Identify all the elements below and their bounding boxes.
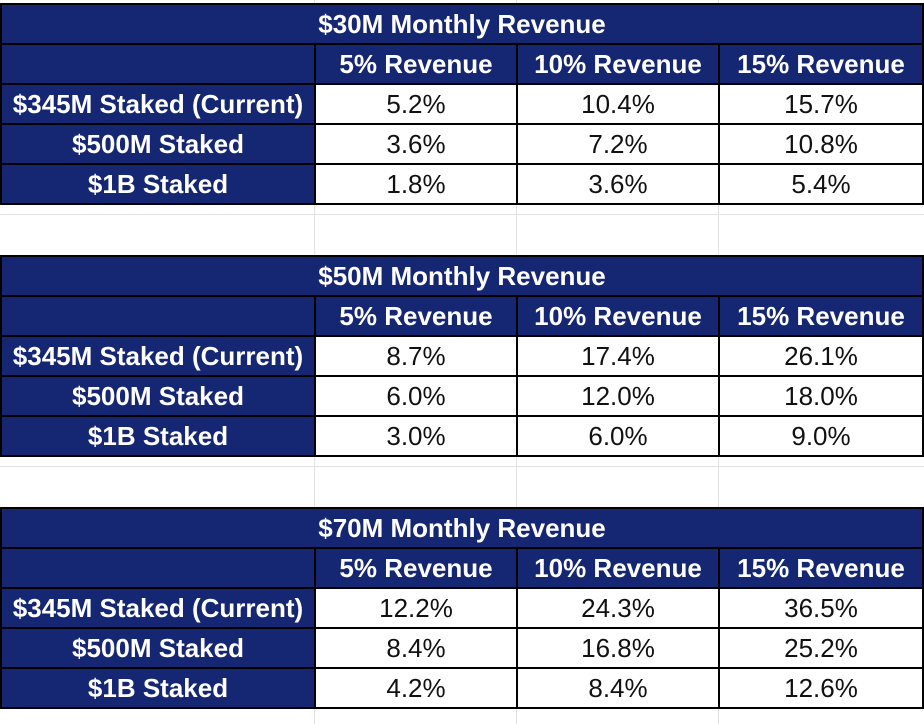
- column-header[interactable]: 5% Revenue: [314, 295, 518, 337]
- row-label[interactable]: $1B Staked: [0, 163, 316, 205]
- row-label[interactable]: $500M Staked: [0, 627, 316, 669]
- value-cell[interactable]: 17.4%: [516, 335, 720, 377]
- value-cell[interactable]: 12.0%: [516, 375, 720, 417]
- value-cell[interactable]: 36.5%: [717, 587, 924, 629]
- corner-cell[interactable]: [0, 547, 316, 589]
- value-cell[interactable]: 10.8%: [717, 123, 924, 165]
- table-row: $500M Staked 8.4% 16.8% 25.2%: [0, 627, 924, 669]
- value-cell[interactable]: 6.0%: [314, 375, 518, 417]
- column-header[interactable]: 15% Revenue: [717, 547, 924, 589]
- table-row: $1B Staked 4.2% 8.4% 12.6%: [0, 667, 924, 709]
- value-cell[interactable]: 3.6%: [516, 163, 720, 205]
- row-label[interactable]: $1B Staked: [0, 667, 316, 709]
- value-cell[interactable]: 10.4%: [516, 83, 720, 125]
- value-cell[interactable]: 7.2%: [516, 123, 720, 165]
- value-cell[interactable]: 6.0%: [516, 415, 720, 457]
- revenue-table-50m: $50M Monthly Revenue 5% Revenue 10% Reve…: [0, 255, 924, 457]
- table-title[interactable]: $30M Monthly Revenue: [0, 3, 924, 45]
- column-header[interactable]: 10% Revenue: [516, 43, 720, 85]
- column-header[interactable]: 15% Revenue: [717, 295, 924, 337]
- row-label[interactable]: $1B Staked: [0, 415, 316, 457]
- value-cell[interactable]: 12.6%: [717, 667, 924, 709]
- column-header[interactable]: 5% Revenue: [314, 547, 518, 589]
- value-cell[interactable]: 3.6%: [314, 123, 518, 165]
- table-row: $345M Staked (Current) 5.2% 10.4% 15.7%: [0, 83, 924, 125]
- value-cell[interactable]: 8.4%: [314, 627, 518, 669]
- value-cell[interactable]: 25.2%: [717, 627, 924, 669]
- row-label[interactable]: $500M Staked: [0, 123, 316, 165]
- value-cell[interactable]: 3.0%: [314, 415, 518, 457]
- table-row: $345M Staked (Current) 8.7% 17.4% 26.1%: [0, 335, 924, 377]
- table-row: $345M Staked (Current) 12.2% 24.3% 36.5%: [0, 587, 924, 629]
- value-cell[interactable]: 12.2%: [314, 587, 518, 629]
- value-cell[interactable]: 26.1%: [717, 335, 924, 377]
- value-cell[interactable]: 9.0%: [717, 415, 924, 457]
- value-cell[interactable]: 15.7%: [717, 83, 924, 125]
- value-cell[interactable]: 24.3%: [516, 587, 720, 629]
- row-label[interactable]: $345M Staked (Current): [0, 335, 316, 377]
- value-cell[interactable]: 8.4%: [516, 667, 720, 709]
- table-row: $1B Staked 3.0% 6.0% 9.0%: [0, 415, 924, 457]
- row-label[interactable]: $345M Staked (Current): [0, 587, 316, 629]
- table-row: $500M Staked 6.0% 12.0% 18.0%: [0, 375, 924, 417]
- corner-cell[interactable]: [0, 295, 316, 337]
- value-cell[interactable]: 8.7%: [314, 335, 518, 377]
- column-header[interactable]: 5% Revenue: [314, 43, 518, 85]
- value-cell[interactable]: 5.2%: [314, 83, 518, 125]
- gridline: [0, 466, 924, 467]
- row-label[interactable]: $500M Staked: [0, 375, 316, 417]
- value-cell[interactable]: 18.0%: [717, 375, 924, 417]
- column-header[interactable]: 10% Revenue: [516, 547, 720, 589]
- revenue-table-30m: $30M Monthly Revenue 5% Revenue 10% Reve…: [0, 3, 924, 205]
- row-label[interactable]: $345M Staked (Current): [0, 83, 316, 125]
- revenue-table-70m: $70M Monthly Revenue 5% Revenue 10% Reve…: [0, 507, 924, 709]
- column-header[interactable]: 15% Revenue: [717, 43, 924, 85]
- value-cell[interactable]: 1.8%: [314, 163, 518, 205]
- table-row: $500M Staked 3.6% 7.2% 10.8%: [0, 123, 924, 165]
- gridline: [0, 214, 924, 215]
- column-header[interactable]: 10% Revenue: [516, 295, 720, 337]
- value-cell[interactable]: 4.2%: [314, 667, 518, 709]
- table-row: $1B Staked 1.8% 3.6% 5.4%: [0, 163, 924, 205]
- corner-cell[interactable]: [0, 43, 316, 85]
- table-title[interactable]: $50M Monthly Revenue: [0, 255, 924, 297]
- value-cell[interactable]: 5.4%: [717, 163, 924, 205]
- value-cell[interactable]: 16.8%: [516, 627, 720, 669]
- table-title[interactable]: $70M Monthly Revenue: [0, 507, 924, 549]
